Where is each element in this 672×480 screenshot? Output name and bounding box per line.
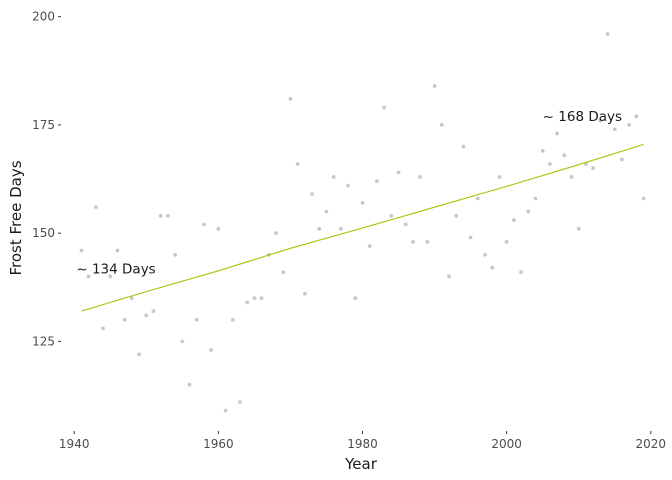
data-point	[605, 32, 610, 36]
data-point	[634, 114, 639, 119]
data-point	[576, 226, 581, 231]
data-point	[338, 226, 343, 231]
data-point	[144, 313, 149, 318]
data-point	[202, 222, 206, 227]
data-point	[281, 270, 286, 275]
data-point	[317, 226, 322, 231]
data-point	[238, 400, 242, 404]
data-point	[591, 166, 596, 171]
data-point	[259, 296, 264, 301]
data-point	[511, 218, 516, 223]
data-point	[367, 244, 372, 249]
data-point	[504, 239, 509, 244]
data-point	[151, 309, 156, 313]
data-point	[569, 174, 574, 179]
data-point	[461, 144, 466, 149]
data-point	[93, 205, 98, 210]
data-point	[447, 274, 451, 279]
data-point	[490, 265, 495, 270]
data-point	[346, 183, 350, 188]
data-point	[86, 274, 91, 279]
data-point	[129, 296, 134, 301]
data-point	[411, 239, 415, 244]
data-point	[310, 192, 314, 197]
data-point	[598, 118, 603, 123]
x-axis: 1940 1960 1980 2000 2020	[59, 431, 666, 451]
x-tick-label: 1960	[203, 437, 234, 451]
data-point	[533, 196, 538, 201]
data-points	[79, 32, 646, 413]
x-tick-label: 2000	[491, 437, 522, 451]
data-point	[540, 148, 545, 153]
data-point	[122, 317, 127, 322]
data-point	[223, 408, 228, 413]
data-point	[101, 326, 105, 331]
data-point	[483, 252, 487, 257]
data-point	[115, 248, 120, 253]
data-point	[137, 352, 141, 357]
trend-line	[81, 143, 644, 312]
data-point	[547, 161, 552, 166]
data-point	[641, 196, 646, 201]
data-point	[382, 105, 387, 110]
annotation-label: ~ 134 Days	[76, 262, 155, 278]
y-tick-label: 125	[32, 334, 55, 348]
data-point	[519, 270, 523, 275]
x-tick-label: 1940	[59, 437, 90, 451]
data-point	[468, 235, 473, 240]
data-point	[173, 252, 178, 257]
y-tick-label: 150	[32, 226, 55, 240]
y-axis-title: Frost Free Days	[7, 160, 25, 275]
data-point	[627, 123, 632, 127]
data-point	[180, 339, 185, 344]
data-point	[389, 213, 394, 218]
data-point	[324, 209, 329, 214]
data-point	[194, 317, 199, 322]
x-axis-title: Year	[344, 455, 378, 473]
x-tick-label: 1980	[347, 437, 378, 451]
data-point	[166, 213, 170, 218]
data-point	[187, 382, 192, 387]
x-tick-label: 2020	[636, 437, 667, 451]
data-point	[252, 296, 257, 301]
data-point	[612, 127, 617, 132]
data-point	[245, 300, 250, 305]
data-point	[295, 161, 300, 166]
data-point	[475, 196, 480, 201]
data-point	[375, 179, 379, 184]
annotations: ~ 134 Days ~ 168 Days	[76, 109, 622, 277]
data-point	[274, 231, 278, 236]
data-point	[439, 123, 444, 127]
data-point	[216, 226, 221, 231]
data-point	[331, 174, 336, 179]
data-point	[432, 84, 437, 88]
data-point	[230, 317, 235, 322]
data-point	[302, 291, 307, 296]
data-point	[403, 222, 408, 227]
y-axis: 125 150 175 200	[32, 10, 61, 348]
data-point	[418, 174, 423, 179]
data-point	[360, 200, 365, 205]
data-point	[620, 157, 624, 162]
data-point	[425, 239, 430, 244]
y-tick-label: 175	[32, 118, 55, 132]
data-point	[526, 209, 531, 214]
data-point	[396, 170, 401, 175]
y-tick-label: 200	[32, 10, 55, 24]
data-point	[454, 213, 459, 218]
annotation-label: ~ 168 Days	[543, 109, 622, 125]
data-point	[562, 153, 567, 158]
data-point	[497, 174, 502, 179]
data-point	[555, 131, 559, 136]
data-point	[79, 248, 84, 253]
data-point	[288, 97, 293, 101]
data-point	[353, 296, 358, 301]
data-point	[108, 274, 113, 279]
data-point	[209, 348, 214, 352]
data-point	[158, 213, 163, 218]
